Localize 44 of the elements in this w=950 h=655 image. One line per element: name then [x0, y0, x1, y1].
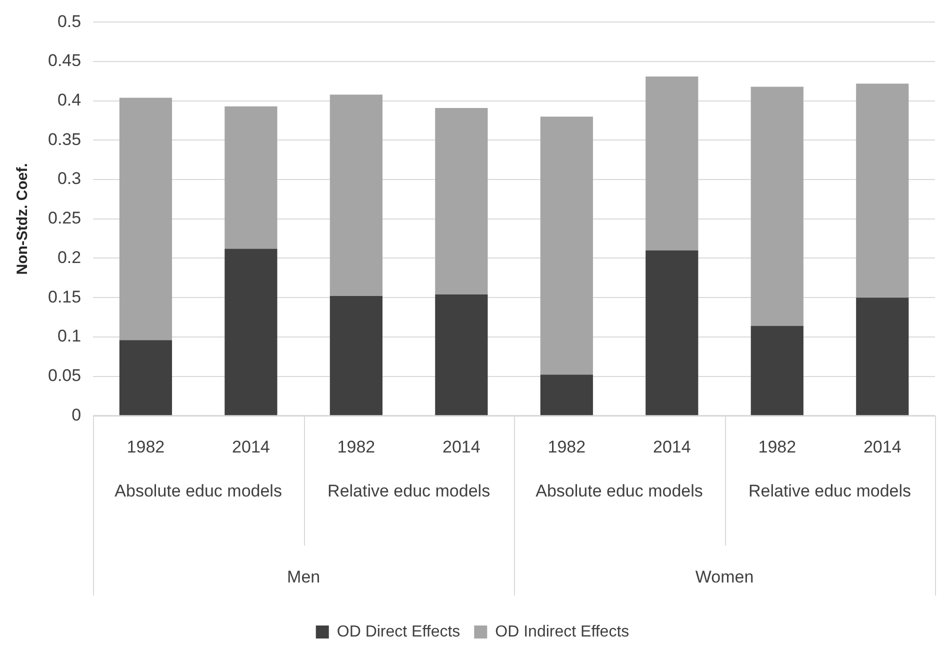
legend-label: OD Direct Effects — [336, 623, 460, 640]
text: Absolute educ models — [114, 481, 282, 500]
x-tick-label: 2014 — [863, 437, 902, 456]
bar — [646, 250, 698, 416]
y-tick-label: 0.35 — [48, 130, 82, 149]
y-tick-label: 0.3 — [57, 169, 82, 188]
bar — [646, 76, 698, 250]
bar — [750, 326, 804, 416]
x-tick-label: 2014 — [652, 437, 691, 456]
x-tick-label: 1982 — [758, 437, 796, 456]
x-tick-label: 2014 — [232, 437, 270, 456]
bar — [330, 94, 382, 296]
text: Absolute educ models — [536, 481, 703, 500]
bar — [435, 108, 488, 294]
legend-label: OD Indirect Effects — [495, 623, 630, 640]
bar — [224, 106, 278, 249]
bar — [856, 298, 909, 416]
y-tick-label: 0.15 — [48, 287, 82, 306]
y-axis-title: Non-Stdz. Coef. — [14, 163, 32, 275]
y-tick-label: 0.4 — [57, 90, 82, 110]
bar — [119, 98, 172, 340]
x-tick-label: 1982 — [337, 437, 376, 456]
bar — [540, 374, 593, 416]
bar — [540, 116, 593, 375]
y-tick-label: 0.1 — [57, 326, 82, 346]
bar — [224, 248, 278, 416]
bar — [750, 86, 804, 326]
bar — [330, 296, 382, 416]
text: Men — [287, 567, 320, 586]
y-tick-label: 0.45 — [48, 51, 82, 70]
y-tick-label: 0.05 — [48, 366, 82, 385]
bar — [435, 294, 488, 416]
y-tick-label: 0.2 — [57, 248, 82, 267]
y-tick-label: 0.25 — [48, 208, 82, 228]
text: Relative educ models — [328, 481, 490, 500]
text: Relative educ models — [748, 481, 912, 500]
y-tick-label: 0.5 — [57, 12, 82, 31]
bar — [856, 84, 909, 298]
y-tick-label: 0 — [72, 405, 82, 424]
bar — [119, 340, 172, 416]
x-tick-label: 1982 — [126, 437, 165, 456]
x-tick-label: 2014 — [442, 437, 480, 456]
x-tick-label: 1982 — [548, 437, 586, 456]
text: Women — [695, 567, 754, 586]
